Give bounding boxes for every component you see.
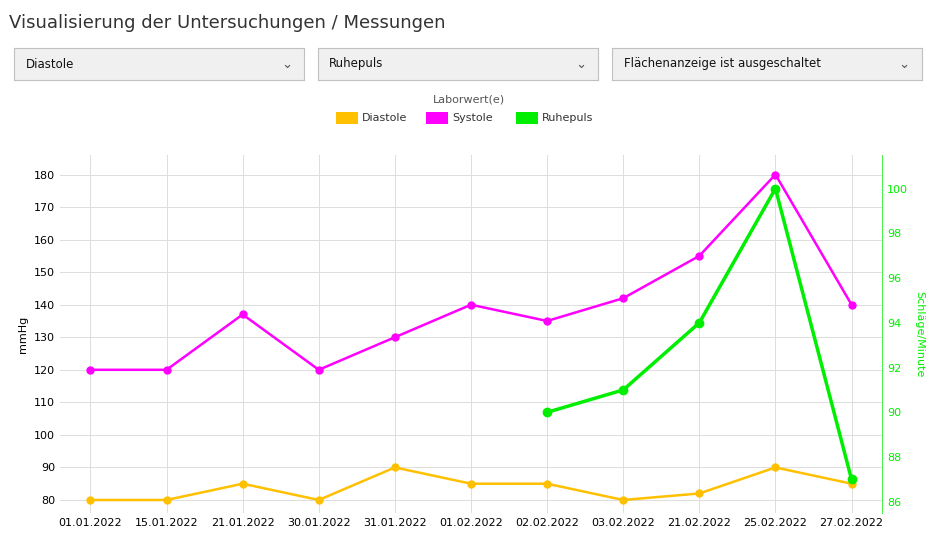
Text: ⌄: ⌄ — [898, 57, 909, 70]
Text: Diastole: Diastole — [25, 57, 74, 70]
Text: Laborwert(e): Laborwert(e) — [432, 95, 504, 105]
Text: Systole: Systole — [451, 113, 492, 123]
Text: Flächenanzeige ist ausgeschaltet: Flächenanzeige ist ausgeschaltet — [623, 57, 821, 70]
Text: ⌄: ⌄ — [281, 57, 292, 70]
Text: ⌄: ⌄ — [575, 57, 586, 70]
Y-axis label: mmHg: mmHg — [19, 315, 28, 353]
Text: Ruhepuls: Ruhepuls — [329, 57, 383, 70]
Text: Diastole: Diastole — [361, 113, 407, 123]
Text: Visualisierung der Untersuchungen / Messungen: Visualisierung der Untersuchungen / Mess… — [9, 14, 446, 32]
Y-axis label: Schläge/Minute: Schläge/Minute — [914, 291, 924, 377]
Text: Ruhepuls: Ruhepuls — [541, 113, 592, 123]
